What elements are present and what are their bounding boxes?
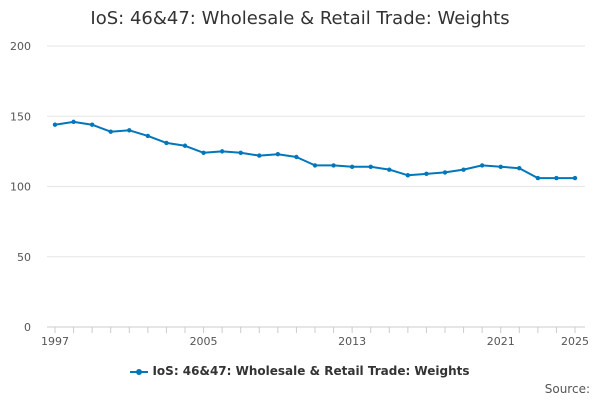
data-point [312,163,318,168]
x-axis: 1997 2005 2013 2021 2025 [41,327,589,348]
x-tick-label: 2013 [338,335,366,348]
x-tick-label: 1997 [41,335,69,348]
data-point [442,170,448,175]
legend-label: IoS: 46&47: Wholesale & Retail Trade: We… [152,364,470,378]
data-point [127,128,132,133]
data-point [517,166,522,171]
data-point [182,143,188,148]
legend-marker [130,368,149,375]
data-point [164,140,169,146]
data-point [461,167,466,172]
data-point [71,119,76,125]
data-point [535,175,541,181]
y-tick-label: 0 [24,321,31,334]
data-point [52,122,58,127]
data-point [331,163,336,168]
data-point [554,175,559,181]
data-point [424,171,429,177]
data-point [405,173,411,178]
data-point [108,129,113,134]
series-layer [52,119,578,181]
y-axis: 0 50 100 150 200 [10,40,31,334]
data-point [294,154,299,160]
y-tick-label: 200 [10,40,31,53]
x-tick-label: 2005 [190,335,218,348]
data-point [201,150,206,155]
source-label: Source: [544,382,590,396]
chart-title: IoS: 46&47: Wholesale & Retail Trade: We… [90,8,510,29]
gridlines [47,45,585,328]
y-tick-label: 150 [10,110,31,123]
data-point [479,163,485,168]
data-point [257,153,262,158]
data-point [498,164,503,170]
y-tick-label: 50 [17,251,31,264]
data-point [145,133,151,139]
data-point [219,149,225,154]
data-point [89,122,95,127]
x-tick-label: 2021 [487,335,515,348]
x-tick-label: 2025 [561,335,589,348]
data-point [572,175,578,181]
data-point [368,164,373,170]
legend[interactable]: IoS: 46&47: Wholesale & Retail Trade: We… [0,364,600,378]
y-tick-label: 100 [10,181,31,194]
series-line [54,120,575,180]
data-point [238,150,243,155]
data-point [387,167,392,172]
data-point [349,164,355,170]
data-point [275,151,281,157]
